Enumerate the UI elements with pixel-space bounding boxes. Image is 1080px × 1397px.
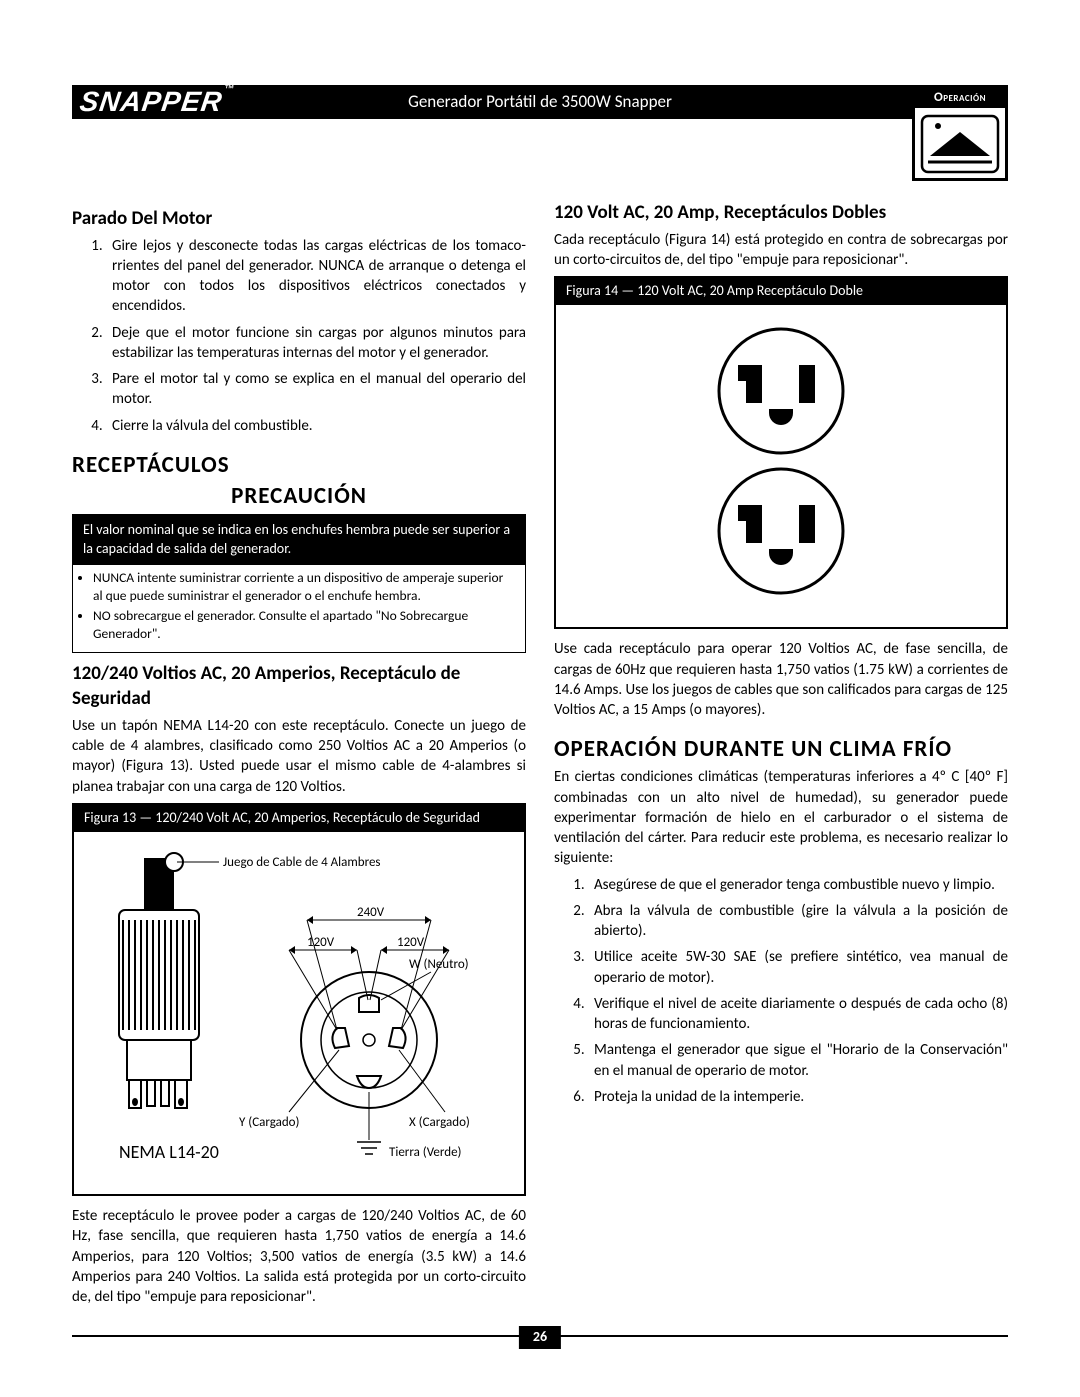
figure-13-caption: Figura 13 — 120/240 Volt AC, 20 Amperios… <box>74 805 524 832</box>
list-item: Pare el motor tal y como se explica en e… <box>106 369 526 410</box>
page-body: Parado Del Motor Gire lejos y desconecte… <box>72 200 1008 1317</box>
svg-text:Juego de Cable de 4 Alambres: Juego de Cable de 4 Alambres <box>223 855 381 870</box>
svg-text:240V: 240V <box>357 905 385 920</box>
clima-list: Asegúrese de que el generador tenga comb… <box>554 875 1008 1108</box>
figure-14-diagram <box>564 313 998 613</box>
list-item: Asegúrese de que el generador tenga comb… <box>588 875 1008 895</box>
heading-receptaculos: RECEPTÁCULOS <box>72 450 526 481</box>
paragraph: Use cada receptáculo para operar 120 Vol… <box>554 639 1008 720</box>
warning-box: El valor nominal que se indica en los en… <box>72 514 526 653</box>
warning-head: El valor nominal que se indica en los en… <box>73 515 525 565</box>
list-item: Abra la válvula de combustible (gire la … <box>588 901 1008 942</box>
list-item: Utilice aceite 5W-30 SAE (se prefiere si… <box>588 947 1008 988</box>
svg-text:Tierra (Verde): Tierra (Verde) <box>389 1145 461 1160</box>
brand-logo: SNAPPER™ <box>69 83 236 121</box>
figure-13-diagram: 240V 120V 120V W (Neutro) Y (C <box>82 840 516 1180</box>
list-item: NUNCA intente suministrar corriente a un… <box>93 569 515 605</box>
figure-13: Figura 13 — 120/240 Volt AC, 20 Amperios… <box>72 803 526 1196</box>
svg-text:120V: 120V <box>307 935 335 950</box>
list-item: Gire lejos y desconecte todas las cargas… <box>106 236 526 317</box>
heading-120240: 120/240 Voltios AC, 20 Amperios, Receptá… <box>72 661 526 712</box>
svg-text:Y (Cargado): Y (Cargado) <box>239 1115 299 1130</box>
header-bar: SNAPPER™ Generador Portátil de 3500W Sna… <box>72 85 1008 119</box>
page-number: 26 <box>519 1326 561 1349</box>
figure-14-caption: Figura 14 — 120 Volt AC, 20 Amp Receptác… <box>556 278 1006 305</box>
heading-precaucion: PRECAUCIÓN <box>72 481 526 512</box>
list-item: Cierre la válvula del combustible. <box>106 416 526 436</box>
svg-text:X (Cargado): X (Cargado) <box>409 1115 470 1130</box>
svg-text:W (Neutro): W (Neutro) <box>409 957 469 972</box>
operation-badge-title: Operación <box>915 88 1005 108</box>
svg-text:120V: 120V <box>397 935 425 950</box>
list-item: Proteja la unidad de la intemperie. <box>588 1087 1008 1107</box>
list-item: Mantenga el generador que sigue el "Hora… <box>588 1040 1008 1081</box>
list-item: Deje que el motor funcione sin cargas po… <box>106 323 526 364</box>
paragraph: Cada receptáculo (Figura 14) está proteg… <box>554 230 1008 271</box>
parado-list: Gire lejos y desconecte todas las cargas… <box>72 236 526 436</box>
warning-body: NUNCA intente suministrar corriente a un… <box>73 565 525 652</box>
operation-badge: Operación <box>912 85 1008 181</box>
list-item: Verifique el nivel de aceite diariamente… <box>588 994 1008 1035</box>
paragraph: En ciertas condiciones climáticas (tempe… <box>554 767 1008 868</box>
header-title: Generador Portátil de 3500W Snapper <box>408 91 672 114</box>
heading-parado: Parado Del Motor <box>72 206 526 232</box>
paragraph: Este receptáculo le provee poder a carga… <box>72 1206 526 1307</box>
heading-120ac: 120 Volt AC, 20 Amp, Receptáculos Dobles <box>554 200 1008 226</box>
figure-14: Figura 14 — 120 Volt AC, 20 Amp Receptác… <box>554 276 1008 629</box>
heading-clima: OPERACIÓN DURANTE UN CLIMA FRÍO <box>554 734 1008 765</box>
list-item: NO sobrecargue el generador. Consulte el… <box>93 607 515 643</box>
paragraph: Use un tapón NEMA L14-20 con este recept… <box>72 716 526 797</box>
operation-badge-icon <box>920 112 1000 176</box>
svg-text:NEMA L14-20: NEMA L14-20 <box>119 1141 219 1163</box>
